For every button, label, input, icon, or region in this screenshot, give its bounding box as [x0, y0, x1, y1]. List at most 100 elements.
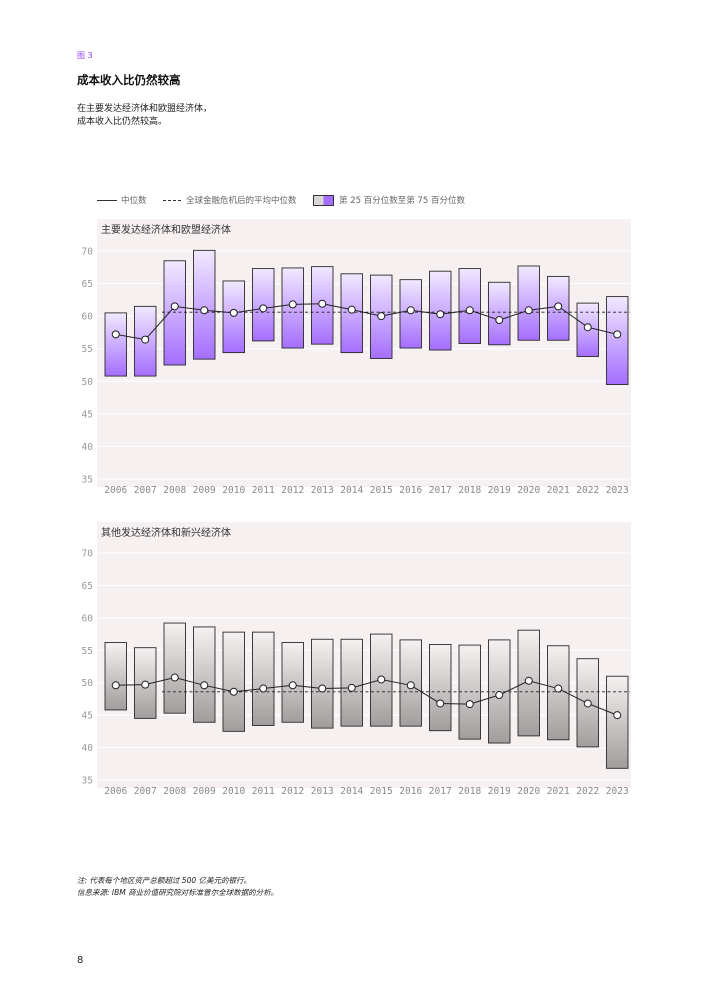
- median-point: [170, 302, 179, 311]
- y-tick-label: 55: [82, 344, 93, 355]
- x-tick-label: 2012: [281, 485, 304, 496]
- x-tick-label: 2021: [547, 485, 570, 496]
- range-box: [458, 268, 481, 344]
- median-point: [436, 699, 445, 708]
- x-tick-label: 2014: [340, 485, 363, 496]
- y-tick-label: 50: [82, 678, 94, 689]
- x-tick-label: 2007: [134, 786, 157, 797]
- source-text: 信息来源: IBM 商业价值研究院对标准普尔全球数据的分析。: [77, 888, 279, 897]
- median-point: [583, 323, 592, 332]
- post-crisis-dash-swatch: [163, 199, 181, 201]
- x-tick-label: 2008: [163, 485, 186, 496]
- median-point: [524, 306, 533, 315]
- x-tick-label: 2009: [193, 485, 216, 496]
- x-tick-label: 2022: [576, 485, 599, 496]
- x-tick-label: 2007: [134, 485, 157, 496]
- chart-legend: 中位数 全球金融危机后的平均中位数 第 25 百分位数至第 75 百分位数: [97, 194, 617, 208]
- median-point: [259, 684, 268, 693]
- median-point: [347, 683, 356, 692]
- x-tick-label: 2011: [252, 786, 275, 797]
- median-point: [495, 316, 504, 325]
- chart-panel-background: [97, 219, 631, 487]
- range-box: [252, 631, 275, 726]
- x-tick-label: 2022: [576, 786, 599, 797]
- range-box: [163, 622, 186, 714]
- median-point: [200, 306, 209, 315]
- legend-median: 中位数: [97, 194, 147, 206]
- median-line: [115, 677, 618, 716]
- subtitle: 在主要发达经济体和欧盟经济体， 成本收入比仍然较高。: [77, 103, 377, 129]
- y-tick-label: 45: [82, 409, 93, 420]
- median-point: [318, 684, 327, 693]
- x-tick-label: 2019: [488, 485, 511, 496]
- range-box: [193, 626, 216, 723]
- y-tick-label: 70: [82, 549, 94, 560]
- median-point: [288, 300, 297, 309]
- median-point: [436, 310, 445, 319]
- median-point: [347, 305, 356, 314]
- x-tick-label: 2023: [606, 485, 629, 496]
- x-tick-label: 2018: [458, 786, 481, 797]
- x-tick-label: 2013: [311, 485, 334, 496]
- y-tick-label: 35: [82, 776, 93, 787]
- legend-median-label: 中位数: [121, 196, 147, 206]
- y-tick-label: 70: [82, 247, 94, 258]
- y-tick-label: 60: [82, 613, 94, 624]
- range-box: [547, 645, 570, 741]
- y-tick-label: 65: [82, 279, 93, 290]
- range-box: [104, 312, 127, 377]
- figure-label: 图 3: [77, 51, 93, 60]
- median-point: [554, 684, 563, 693]
- median-point: [524, 676, 533, 685]
- median-point: [111, 330, 120, 339]
- y-tick-label: 65: [82, 581, 93, 592]
- y-tick-label: 45: [82, 711, 93, 722]
- range-box: [340, 638, 363, 727]
- x-tick-label: 2015: [370, 786, 393, 797]
- median-point: [288, 681, 297, 690]
- subtitle-line: 成本收入比仍然较高。: [77, 117, 168, 127]
- y-tick-label: 35: [82, 475, 93, 486]
- x-tick-label: 2006: [104, 786, 127, 797]
- range-box: [222, 631, 245, 732]
- median-point: [465, 700, 474, 709]
- range-box: [517, 265, 540, 341]
- median-point: [583, 699, 592, 708]
- x-tick-label: 2021: [547, 786, 570, 797]
- median-point: [465, 306, 474, 315]
- note-text: 注: 代表每个地区资产总额超过 500 亿美元的银行。: [77, 876, 251, 885]
- legend-range: 第 25 百分位数至第 75 百分位数: [313, 194, 465, 206]
- subtitle-line: 在主要发达经济体和欧盟经济体，: [77, 104, 213, 114]
- chart-panel-title: 其他发达经济体和新兴经济体: [101, 526, 231, 539]
- y-tick-label: 55: [82, 646, 93, 657]
- median-line: [115, 303, 618, 341]
- median-point: [259, 304, 268, 313]
- range-box: [193, 249, 216, 360]
- legend-post-crisis: 全球金融危机后的平均中位数: [163, 194, 297, 206]
- chart-panel-title: 主要发达经济体和欧盟经济体: [101, 223, 231, 236]
- x-tick-label: 2017: [429, 485, 452, 496]
- x-tick-label: 2015: [370, 485, 393, 496]
- x-tick-label: 2010: [222, 485, 245, 496]
- x-tick-label: 2009: [193, 786, 216, 797]
- y-tick-label: 50: [82, 377, 94, 388]
- notes: 注: 代表每个地区资产总额超过 500 亿美元的银行。 信息来源: IBM 商业…: [77, 875, 278, 899]
- page-number: 8: [77, 955, 84, 966]
- y-tick-label: 40: [82, 442, 94, 453]
- legend-range-label: 第 25 百分位数至第 75 百分位数: [339, 196, 465, 206]
- page-title: 成本收入比仍然较高: [77, 73, 181, 87]
- median-point: [141, 335, 150, 344]
- median-point: [406, 681, 415, 690]
- median-point: [613, 711, 622, 720]
- range-box: [606, 296, 629, 385]
- median-point: [170, 673, 179, 682]
- median-point: [141, 680, 150, 689]
- range-box: [311, 638, 334, 729]
- x-tick-label: 2011: [252, 485, 275, 496]
- median-point: [406, 306, 415, 315]
- x-tick-label: 2006: [104, 485, 127, 496]
- x-tick-label: 2008: [163, 786, 186, 797]
- x-tick-label: 2020: [517, 786, 540, 797]
- median-point: [377, 675, 386, 684]
- x-tick-label: 2016: [399, 485, 422, 496]
